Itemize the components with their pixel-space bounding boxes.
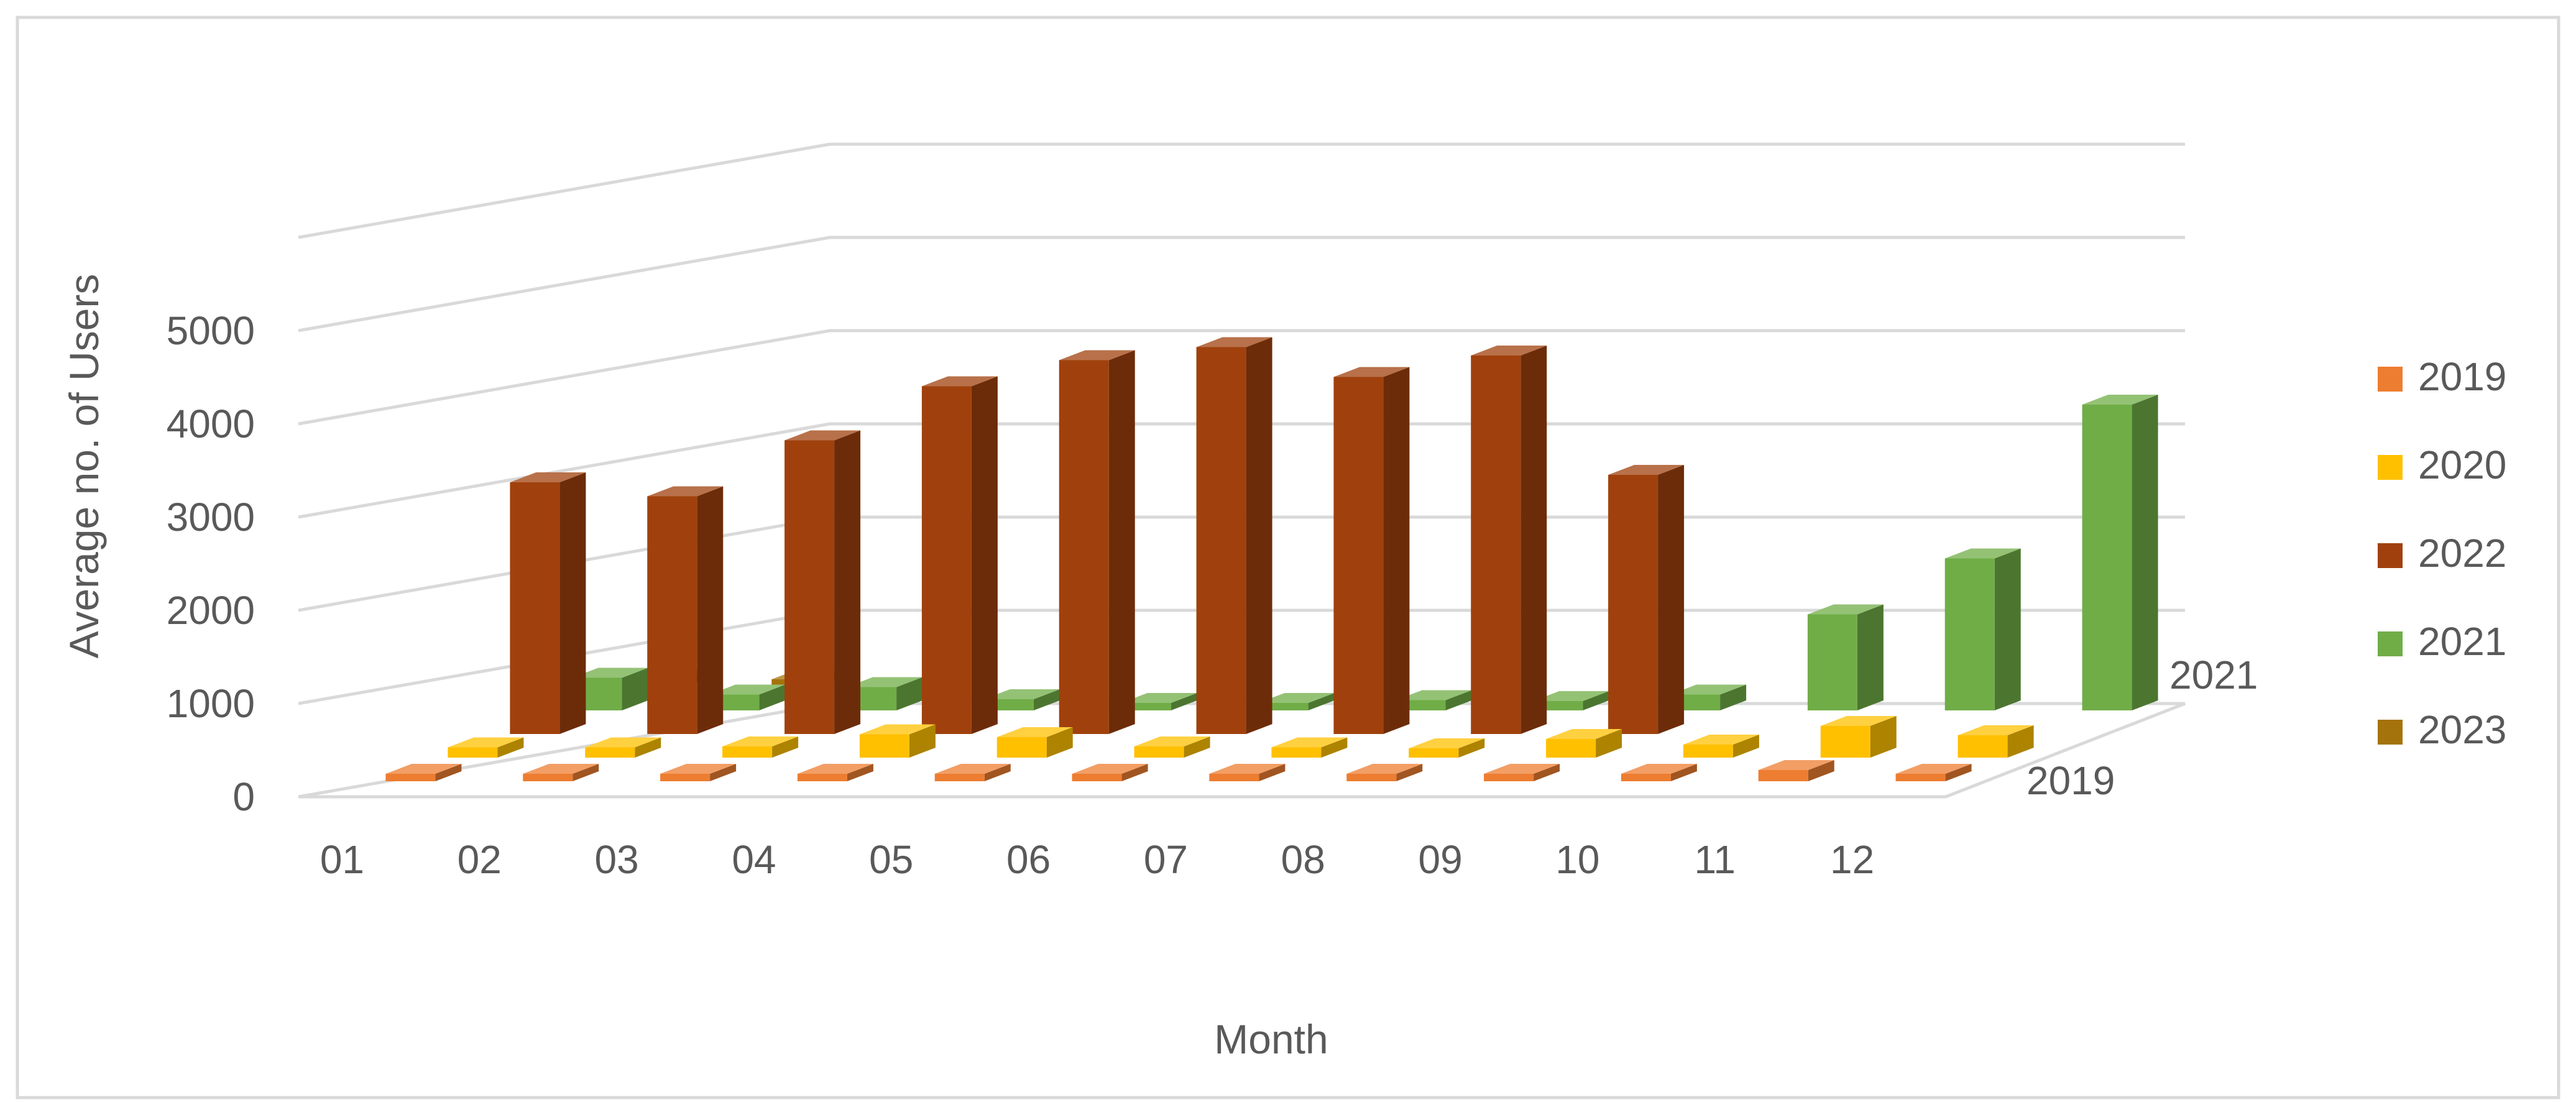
x-tick-label-07: 07 <box>1144 837 1188 882</box>
bar-2020-05 <box>996 727 1073 758</box>
legend-swatch <box>2378 543 2403 568</box>
bar-2020-02 <box>585 737 661 758</box>
y-axis-ticks: 0 1000 2000 3000 4000 5000 <box>167 308 255 819</box>
legend-label: 2019 <box>2418 354 2506 399</box>
x-tick-label-11: 11 <box>1695 837 1736 882</box>
legend-item-2019: 2019 <box>2378 354 2506 399</box>
depth-axis-labels: 2019 2021 <box>2026 653 2258 803</box>
legend-swatch <box>2378 720 2403 745</box>
bar-2022-05 <box>1059 350 1135 734</box>
bar-2020-09 <box>1546 729 1622 758</box>
gridline-5000 <box>298 236 2185 333</box>
floor-plane <box>298 702 2186 799</box>
bar-2020-06 <box>1134 736 1210 758</box>
series-2019 <box>385 760 1972 781</box>
bar-2022-03 <box>784 430 861 734</box>
y-axis-title: Average no. of Users <box>61 274 107 659</box>
x-tick-label-02: 02 <box>458 837 502 882</box>
x-tick-label-03: 03 <box>594 837 638 882</box>
bar-2021-12 <box>2082 395 2158 710</box>
bar-2019-09 <box>1484 764 1560 781</box>
bar-2019-01 <box>385 764 462 781</box>
x-tick-label-04: 04 <box>732 837 776 882</box>
legend-item-2023: 2023 <box>2378 707 2506 752</box>
bar-2022-04 <box>921 376 998 734</box>
chart-floor <box>298 702 2186 799</box>
bar-2022-02 <box>647 486 724 734</box>
x-tick-label-05: 05 <box>869 837 913 882</box>
depth-label-2021: 2021 <box>2169 653 2258 697</box>
bar-2021-11 <box>1944 548 2021 710</box>
y-tick-label: 5000 <box>167 308 255 353</box>
bar-2019-11 <box>1758 760 1834 781</box>
bar-2020-07 <box>1271 737 1348 758</box>
bar-2022-01 <box>510 472 586 734</box>
bar-2019-05 <box>934 764 1011 781</box>
bar-2020-04 <box>859 724 936 758</box>
legend-label: 2023 <box>2418 707 2506 752</box>
bar-2019-12 <box>1895 764 1972 781</box>
legend: 2019 2020 2022 2021 2023 <box>2378 354 2506 752</box>
bar-2019-08 <box>1346 764 1423 781</box>
legend-swatch <box>2378 631 2403 656</box>
gridlines <box>298 142 2185 705</box>
bar-2022-07 <box>1333 367 1410 734</box>
series-2020 <box>448 716 2034 758</box>
legend-item-2022: 2022 <box>2378 531 2506 576</box>
x-tick-label-01: 01 <box>320 837 364 882</box>
y-tick-label: 1000 <box>167 681 255 726</box>
bar-2019-04 <box>797 764 873 781</box>
bars <box>385 337 2158 781</box>
legend-label: 2022 <box>2418 531 2506 576</box>
bar-2022-09 <box>1608 465 1685 734</box>
legend-item-2021: 2021 <box>2378 619 2506 664</box>
y-tick-label: 2000 <box>167 588 255 633</box>
legend-item-2020: 2020 <box>2378 443 2506 487</box>
legend-label: 2020 <box>2418 443 2506 487</box>
gridline-4000 <box>298 329 2185 426</box>
x-axis-title: Month <box>1214 1016 1328 1062</box>
legend-label: 2021 <box>2418 619 2506 664</box>
bar-2019-07 <box>1209 764 1286 781</box>
x-tick-label-10: 10 <box>1555 837 1599 882</box>
bar-2020-01 <box>448 737 524 758</box>
y-tick-label: 4000 <box>167 401 255 446</box>
bar-2019-10 <box>1621 764 1697 781</box>
chart-frame <box>16 16 2560 1099</box>
x-tick-label-12: 12 <box>1830 837 1874 882</box>
x-tick-label-06: 06 <box>1006 837 1051 882</box>
y-tick-label: 0 <box>232 774 255 819</box>
bar-2019-06 <box>1072 764 1148 781</box>
bar-2020-10 <box>1683 735 1759 758</box>
x-tick-label-08: 08 <box>1281 837 1325 882</box>
legend-swatch <box>2378 367 2403 392</box>
gridline-3000 <box>298 422 2185 519</box>
legend-swatch <box>2378 455 2403 480</box>
bar-2019-02 <box>523 764 599 781</box>
bar-2020-08 <box>1409 738 1485 758</box>
bar-2022-08 <box>1471 346 1547 734</box>
depth-label-2019: 2019 <box>2026 758 2115 803</box>
x-axis-ticks: 01 02 03 04 05 06 07 08 09 10 11 12 <box>320 837 1874 882</box>
x-tick-label-09: 09 <box>1418 837 1462 882</box>
bar-2020-12 <box>1957 725 2034 758</box>
bar-2019-03 <box>660 764 737 781</box>
bar-2022-06 <box>1196 337 1272 734</box>
y-tick-label: 3000 <box>167 495 255 539</box>
bar-2020-03 <box>722 736 799 758</box>
series-2022 <box>510 337 1685 734</box>
gridline-top <box>298 142 2185 239</box>
bar-2020-11 <box>1820 716 1897 758</box>
bar-2021-10 <box>1807 604 1884 710</box>
